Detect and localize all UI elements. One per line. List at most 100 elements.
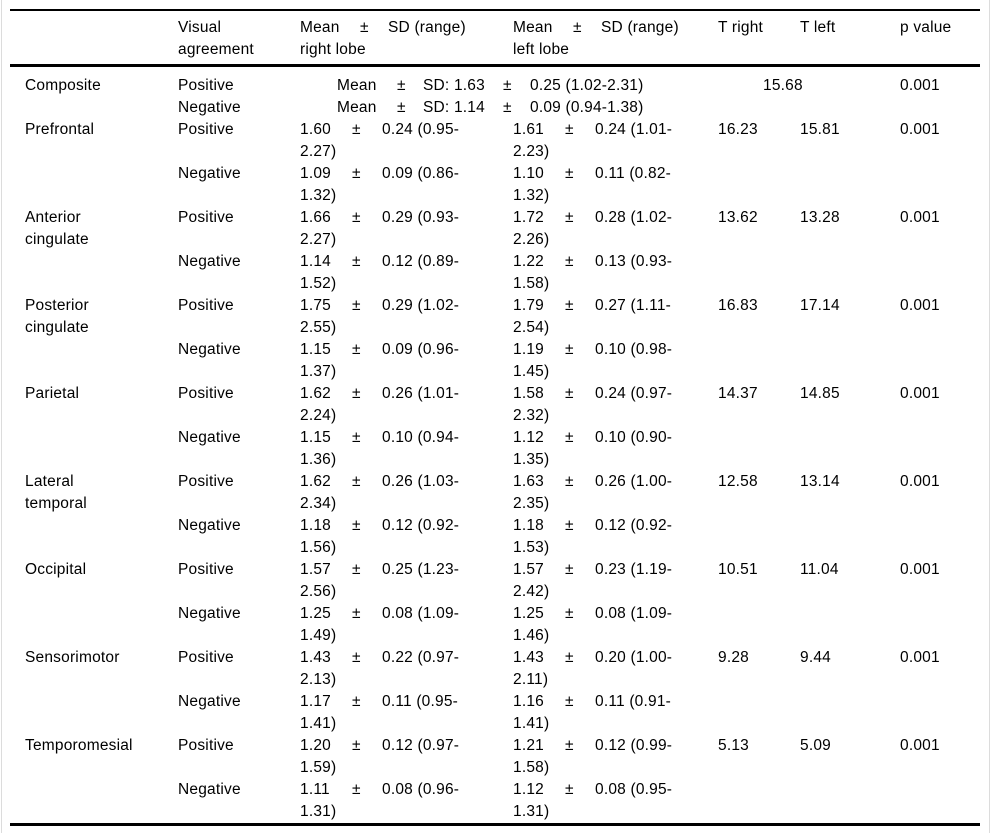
right-lobe-value: 1.09 ±0.09 (0.86- 1.32) — [300, 163, 513, 207]
left-lobe-cell: 1.25 ±0.08 (1.09- 1.46) — [513, 603, 718, 647]
left-lobe-value: 1.18 ±0.12 (0.92- 1.53) — [513, 515, 718, 559]
right-lobe-value: 1.18 ±0.12 (0.92- 1.56) — [300, 515, 513, 559]
mean-value: 1.20 — [300, 737, 331, 754]
right-lobe-value: 1.57 ±0.25 (1.23- 2.56) — [300, 559, 513, 603]
range-continuation: 1.56) — [300, 539, 337, 556]
sd-range-value: 0.12 (0.92- — [382, 517, 460, 534]
plus-minus-symbol: ± — [565, 121, 574, 138]
p-value: 0.001 — [900, 473, 940, 490]
header-row: Visual agreement Mean ± SD (range) right… — [10, 10, 980, 67]
mean-value: 1.18 — [300, 517, 331, 534]
table-row: Anterior cingulate Positive 1.66 ±0.29 (0.93… — [10, 207, 980, 251]
t-left-cell: 17.14 — [800, 295, 900, 339]
t-right-value: 14.37 — [718, 385, 758, 402]
plus-minus-symbol: ± — [352, 473, 361, 490]
agreement-label: Negative — [178, 253, 241, 270]
plus-minus-symbol: ± — [352, 341, 361, 358]
left-lobe-header: Mean ± SD (range) left lobe — [513, 17, 718, 61]
left-lobe-cell: 1.57 ±0.23 (1.19- 2.42) — [513, 559, 718, 603]
p-value-cell: 0.001 — [900, 471, 980, 515]
t-left-value: 17.14 — [800, 297, 840, 314]
mean-sd-merged-cell: Mean ± SD: 1.63 ±0.25 (1.02-2.31) — [300, 66, 718, 98]
range-continuation: 2.27) — [300, 143, 337, 160]
plus-minus-symbol: ± — [352, 165, 361, 182]
sd-range-value: 0.08 (1.09- — [382, 605, 460, 622]
left-lobe-value: 1.10 ±0.11 (0.82- 1.32) — [513, 163, 718, 207]
left-lobe-cell: 1.16 ±0.11 (0.91- 1.41) — [513, 691, 718, 735]
mean-sd-merged-cell: Mean ± SD: 1.14 ±0.09 (0.94-1.38) — [300, 97, 718, 119]
right-lobe-value: 1.62 ±0.26 (1.03- 2.34) — [300, 471, 513, 515]
right-lobe-value: 1.15 ±0.10 (0.94- 1.36) — [300, 427, 513, 471]
left-lobe-cell: 1.12 ±0.10 (0.90- 1.35) — [513, 427, 718, 471]
sd-range-value: 0.24 (0.95- — [382, 121, 460, 138]
mean-header-label: Mean — [300, 19, 340, 36]
agreement-label: Positive — [178, 561, 234, 578]
range-continuation: 1.41) — [513, 715, 550, 732]
right-lobe-value: 1.62 ±0.26 (1.01- 2.24) — [300, 383, 513, 427]
visual-agreement-header-cell: Visual agreement — [178, 10, 300, 67]
agreement-label: Negative — [178, 517, 241, 534]
range-continuation: 1.46) — [513, 627, 550, 644]
left-lobe-cell: 1.19 ±0.10 (0.98- 1.45) — [513, 339, 718, 383]
plus-minus-symbol: ± — [565, 693, 574, 710]
merged-sd-label: SD: 1.63 — [423, 77, 485, 94]
mean-value: 1.43 — [513, 649, 544, 666]
p-value: 0.001 — [900, 561, 940, 578]
plus-minus-symbol: ± — [352, 781, 361, 798]
sd-range-value: 0.11 (0.82- — [595, 165, 672, 182]
region-name: Parietal — [25, 385, 80, 402]
agreement-label: Positive — [178, 209, 234, 226]
plus-minus-symbol: ± — [352, 517, 361, 534]
t-right-header-cell: T right — [718, 10, 800, 67]
mean-value: 1.61 — [513, 121, 544, 138]
plus-minus-symbol: ± — [352, 693, 361, 710]
p-value: 0.001 — [900, 385, 940, 402]
t-right-cell — [718, 339, 800, 383]
sd-range-header-label: SD (range) — [601, 19, 679, 36]
plus-minus-symbol: ± — [565, 473, 574, 490]
plus-minus-symbol: ± — [565, 517, 574, 534]
range-continuation: 1.52) — [300, 275, 337, 292]
region-name: Anterior — [25, 209, 81, 226]
mean-value: 1.22 — [513, 253, 544, 270]
p-value: 0.001 — [900, 297, 940, 314]
sd-range-value: 0.12 (0.89- — [382, 253, 460, 270]
left-lobe-value: 1.43 ±0.20 (1.00- 2.11) — [513, 647, 718, 691]
sd-range-value: 0.28 (1.02- — [595, 209, 673, 226]
region-name: Composite — [25, 77, 101, 94]
agreement-cell: Positive — [178, 559, 300, 603]
right-lobe-value: 1.14 ±0.12 (0.89- 1.52) — [300, 251, 513, 295]
plus-minus-symbol: ± — [352, 121, 361, 138]
p-value-cell: 0.001 — [900, 559, 980, 603]
table-row: Composite Positive Mean ± SD: 1.63 ±0.25 (1.0… — [10, 66, 980, 98]
agreement-cell: Negative — [178, 603, 300, 647]
range-continuation: 1.53) — [513, 539, 550, 556]
t-merged-value: 15.68 — [763, 77, 803, 94]
t-left-cell: 15.81 — [800, 119, 900, 163]
p-value-cell: 0.001 — [900, 735, 980, 779]
right-lobe-cell: 1.60 ±0.24 (0.95- 2.27) — [300, 119, 513, 163]
left-lobe-value: 1.22 ±0.13 (0.93- 1.58) — [513, 251, 718, 295]
left-lobe-cell: 1.72 ±0.28 (1.02- 2.26) — [513, 207, 718, 251]
right-lobe-cell: 1.09 ±0.09 (0.86- 1.32) — [300, 163, 513, 207]
plus-minus-symbol: ± — [352, 209, 361, 226]
sd-range-value: 0.26 (1.03- — [382, 473, 460, 490]
right-lobe-cell: 1.18 ±0.12 (0.92- 1.56) — [300, 515, 513, 559]
mean-value: 1.09 — [300, 165, 331, 182]
mean-value: 1.15 — [300, 341, 331, 358]
left-lobe-value: 1.57 ±0.23 (1.19- 2.42) — [513, 559, 718, 603]
left-lobe-cell: 1.63 ±0.26 (1.00- 2.35) — [513, 471, 718, 515]
range-continuation: 1.41) — [300, 715, 337, 732]
mean-value: 1.12 — [513, 781, 544, 798]
right-lobe-cell: 1.14 ±0.12 (0.89- 1.52) — [300, 251, 513, 295]
agreement-label: Negative — [178, 781, 241, 798]
agreement-label: Negative — [178, 693, 241, 710]
right-lobe-header-cell: Mean ± SD (range) right lobe — [300, 10, 513, 67]
plus-minus-symbol: ± — [565, 561, 574, 578]
p-value-cell: 0.001 — [900, 207, 980, 251]
region-name: Sensorimotor — [25, 649, 120, 666]
plus-minus-symbol: ± — [565, 781, 574, 798]
right-lobe-cell: 1.62 ±0.26 (1.01- 2.24) — [300, 383, 513, 427]
left-lobe-sublabel: left lobe — [513, 41, 570, 58]
agreement-cell: Negative — [178, 779, 300, 825]
